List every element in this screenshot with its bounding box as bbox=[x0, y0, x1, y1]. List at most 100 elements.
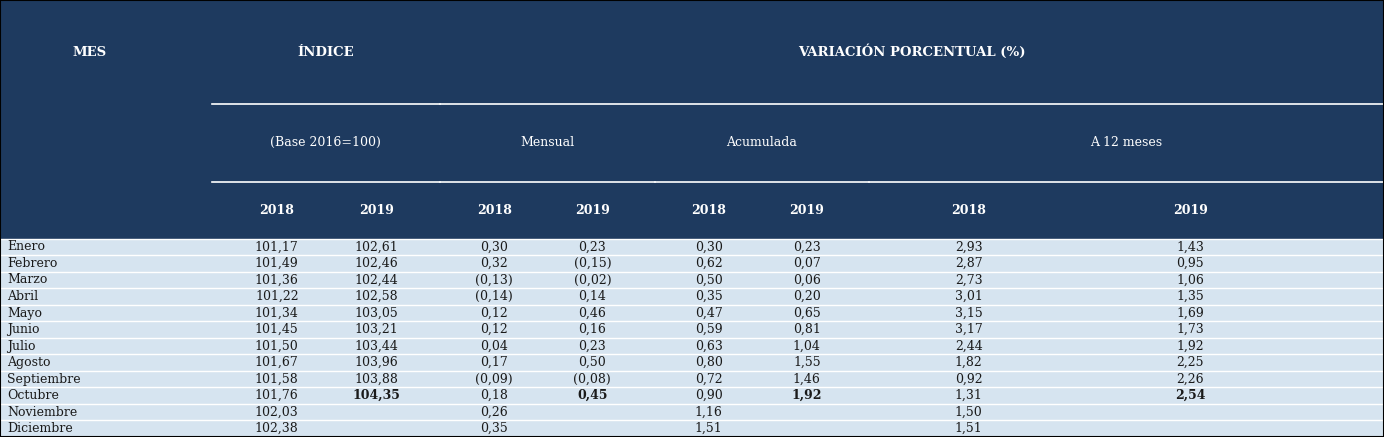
Text: MES: MES bbox=[73, 45, 107, 59]
Text: (0,13): (0,13) bbox=[475, 274, 513, 286]
Text: 0,65: 0,65 bbox=[793, 306, 821, 319]
Text: 0,63: 0,63 bbox=[695, 340, 722, 353]
FancyBboxPatch shape bbox=[0, 239, 1384, 255]
Text: 101,50: 101,50 bbox=[255, 340, 299, 353]
Text: 2018: 2018 bbox=[951, 204, 987, 217]
Text: 2018: 2018 bbox=[691, 204, 727, 217]
FancyBboxPatch shape bbox=[0, 404, 1384, 420]
Text: 2019: 2019 bbox=[358, 204, 394, 217]
Text: 0,04: 0,04 bbox=[480, 340, 508, 353]
Text: 1,73: 1,73 bbox=[1176, 323, 1204, 336]
Text: (0,15): (0,15) bbox=[573, 257, 612, 270]
FancyBboxPatch shape bbox=[0, 288, 1384, 305]
Text: 101,49: 101,49 bbox=[255, 257, 299, 270]
Text: 3,01: 3,01 bbox=[955, 290, 983, 303]
Text: 1,82: 1,82 bbox=[955, 356, 983, 369]
Text: 1,51: 1,51 bbox=[955, 422, 983, 435]
Text: 1,31: 1,31 bbox=[955, 389, 983, 402]
Text: 0,80: 0,80 bbox=[695, 356, 722, 369]
Text: 0,35: 0,35 bbox=[480, 422, 508, 435]
Text: 101,45: 101,45 bbox=[255, 323, 299, 336]
Text: 0,30: 0,30 bbox=[695, 240, 722, 253]
Text: 102,61: 102,61 bbox=[354, 240, 399, 253]
FancyBboxPatch shape bbox=[0, 255, 1384, 272]
Text: 0,12: 0,12 bbox=[480, 323, 508, 336]
Text: 103,96: 103,96 bbox=[354, 356, 399, 369]
Text: 102,58: 102,58 bbox=[354, 290, 399, 303]
Text: 101,67: 101,67 bbox=[255, 356, 299, 369]
Text: 0,95: 0,95 bbox=[1176, 257, 1204, 270]
Text: 101,58: 101,58 bbox=[255, 373, 299, 385]
Text: 0,14: 0,14 bbox=[579, 290, 606, 303]
Text: 1,92: 1,92 bbox=[792, 389, 822, 402]
Text: Junio: Junio bbox=[7, 323, 39, 336]
Text: 102,03: 102,03 bbox=[255, 406, 299, 419]
Text: 2019: 2019 bbox=[1172, 204, 1208, 217]
Text: 2,25: 2,25 bbox=[1176, 356, 1204, 369]
Text: 0,62: 0,62 bbox=[695, 257, 722, 270]
Text: 2,93: 2,93 bbox=[955, 240, 983, 253]
Text: 0,20: 0,20 bbox=[793, 290, 821, 303]
Text: 2,26: 2,26 bbox=[1176, 373, 1204, 385]
Text: 1,50: 1,50 bbox=[955, 406, 983, 419]
Text: 0,26: 0,26 bbox=[480, 406, 508, 419]
FancyBboxPatch shape bbox=[0, 272, 1384, 288]
FancyBboxPatch shape bbox=[0, 354, 1384, 371]
Text: 1,35: 1,35 bbox=[1176, 290, 1204, 303]
Text: 0,32: 0,32 bbox=[480, 257, 508, 270]
Text: 0,23: 0,23 bbox=[793, 240, 821, 253]
Text: Marzo: Marzo bbox=[7, 274, 47, 286]
Text: Mayo: Mayo bbox=[7, 306, 42, 319]
Text: ÍNDICE: ÍNDICE bbox=[298, 45, 354, 59]
Text: Agosto: Agosto bbox=[7, 356, 50, 369]
Text: 1,55: 1,55 bbox=[793, 356, 821, 369]
Text: Acumulada: Acumulada bbox=[727, 136, 797, 149]
Text: 0,45: 0,45 bbox=[577, 389, 608, 402]
Text: Julio: Julio bbox=[7, 340, 36, 353]
Text: 1,69: 1,69 bbox=[1176, 306, 1204, 319]
Text: 0,50: 0,50 bbox=[579, 356, 606, 369]
Text: 0,59: 0,59 bbox=[695, 323, 722, 336]
Text: 2,54: 2,54 bbox=[1175, 389, 1205, 402]
Text: 102,38: 102,38 bbox=[255, 422, 299, 435]
Text: 0,47: 0,47 bbox=[695, 306, 722, 319]
Text: 101,34: 101,34 bbox=[255, 306, 299, 319]
Text: (0,14): (0,14) bbox=[475, 290, 513, 303]
Text: 104,35: 104,35 bbox=[353, 389, 400, 402]
Text: 1,46: 1,46 bbox=[793, 373, 821, 385]
Text: 1,43: 1,43 bbox=[1176, 240, 1204, 253]
Text: 103,05: 103,05 bbox=[354, 306, 399, 319]
Text: (0,08): (0,08) bbox=[573, 373, 612, 385]
Text: Diciembre: Diciembre bbox=[7, 422, 73, 435]
Text: 2,87: 2,87 bbox=[955, 257, 983, 270]
Text: 101,36: 101,36 bbox=[255, 274, 299, 286]
Text: 3,17: 3,17 bbox=[955, 323, 983, 336]
Text: 0,46: 0,46 bbox=[579, 306, 606, 319]
Text: 0,90: 0,90 bbox=[695, 389, 722, 402]
FancyBboxPatch shape bbox=[0, 420, 1384, 437]
Text: 103,88: 103,88 bbox=[354, 373, 399, 385]
FancyBboxPatch shape bbox=[0, 371, 1384, 387]
Text: 103,44: 103,44 bbox=[354, 340, 399, 353]
Text: 0,18: 0,18 bbox=[480, 389, 508, 402]
Text: 0,16: 0,16 bbox=[579, 323, 606, 336]
Text: Febrero: Febrero bbox=[7, 257, 57, 270]
Text: Abril: Abril bbox=[7, 290, 37, 303]
Text: 0,23: 0,23 bbox=[579, 340, 606, 353]
Text: 2019: 2019 bbox=[574, 204, 610, 217]
Text: 0,23: 0,23 bbox=[579, 240, 606, 253]
Text: Octubre: Octubre bbox=[7, 389, 58, 402]
Text: 2018: 2018 bbox=[259, 204, 295, 217]
FancyBboxPatch shape bbox=[0, 338, 1384, 354]
Text: 2,73: 2,73 bbox=[955, 274, 983, 286]
Text: 1,51: 1,51 bbox=[695, 422, 722, 435]
Text: 0,81: 0,81 bbox=[793, 323, 821, 336]
Text: (0,09): (0,09) bbox=[475, 373, 513, 385]
Text: (0,02): (0,02) bbox=[573, 274, 612, 286]
FancyBboxPatch shape bbox=[0, 0, 1384, 239]
Text: Noviembre: Noviembre bbox=[7, 406, 78, 419]
Text: 0,06: 0,06 bbox=[793, 274, 821, 286]
Text: 101,76: 101,76 bbox=[255, 389, 299, 402]
Text: 101,22: 101,22 bbox=[255, 290, 299, 303]
Text: Septiembre: Septiembre bbox=[7, 373, 80, 385]
